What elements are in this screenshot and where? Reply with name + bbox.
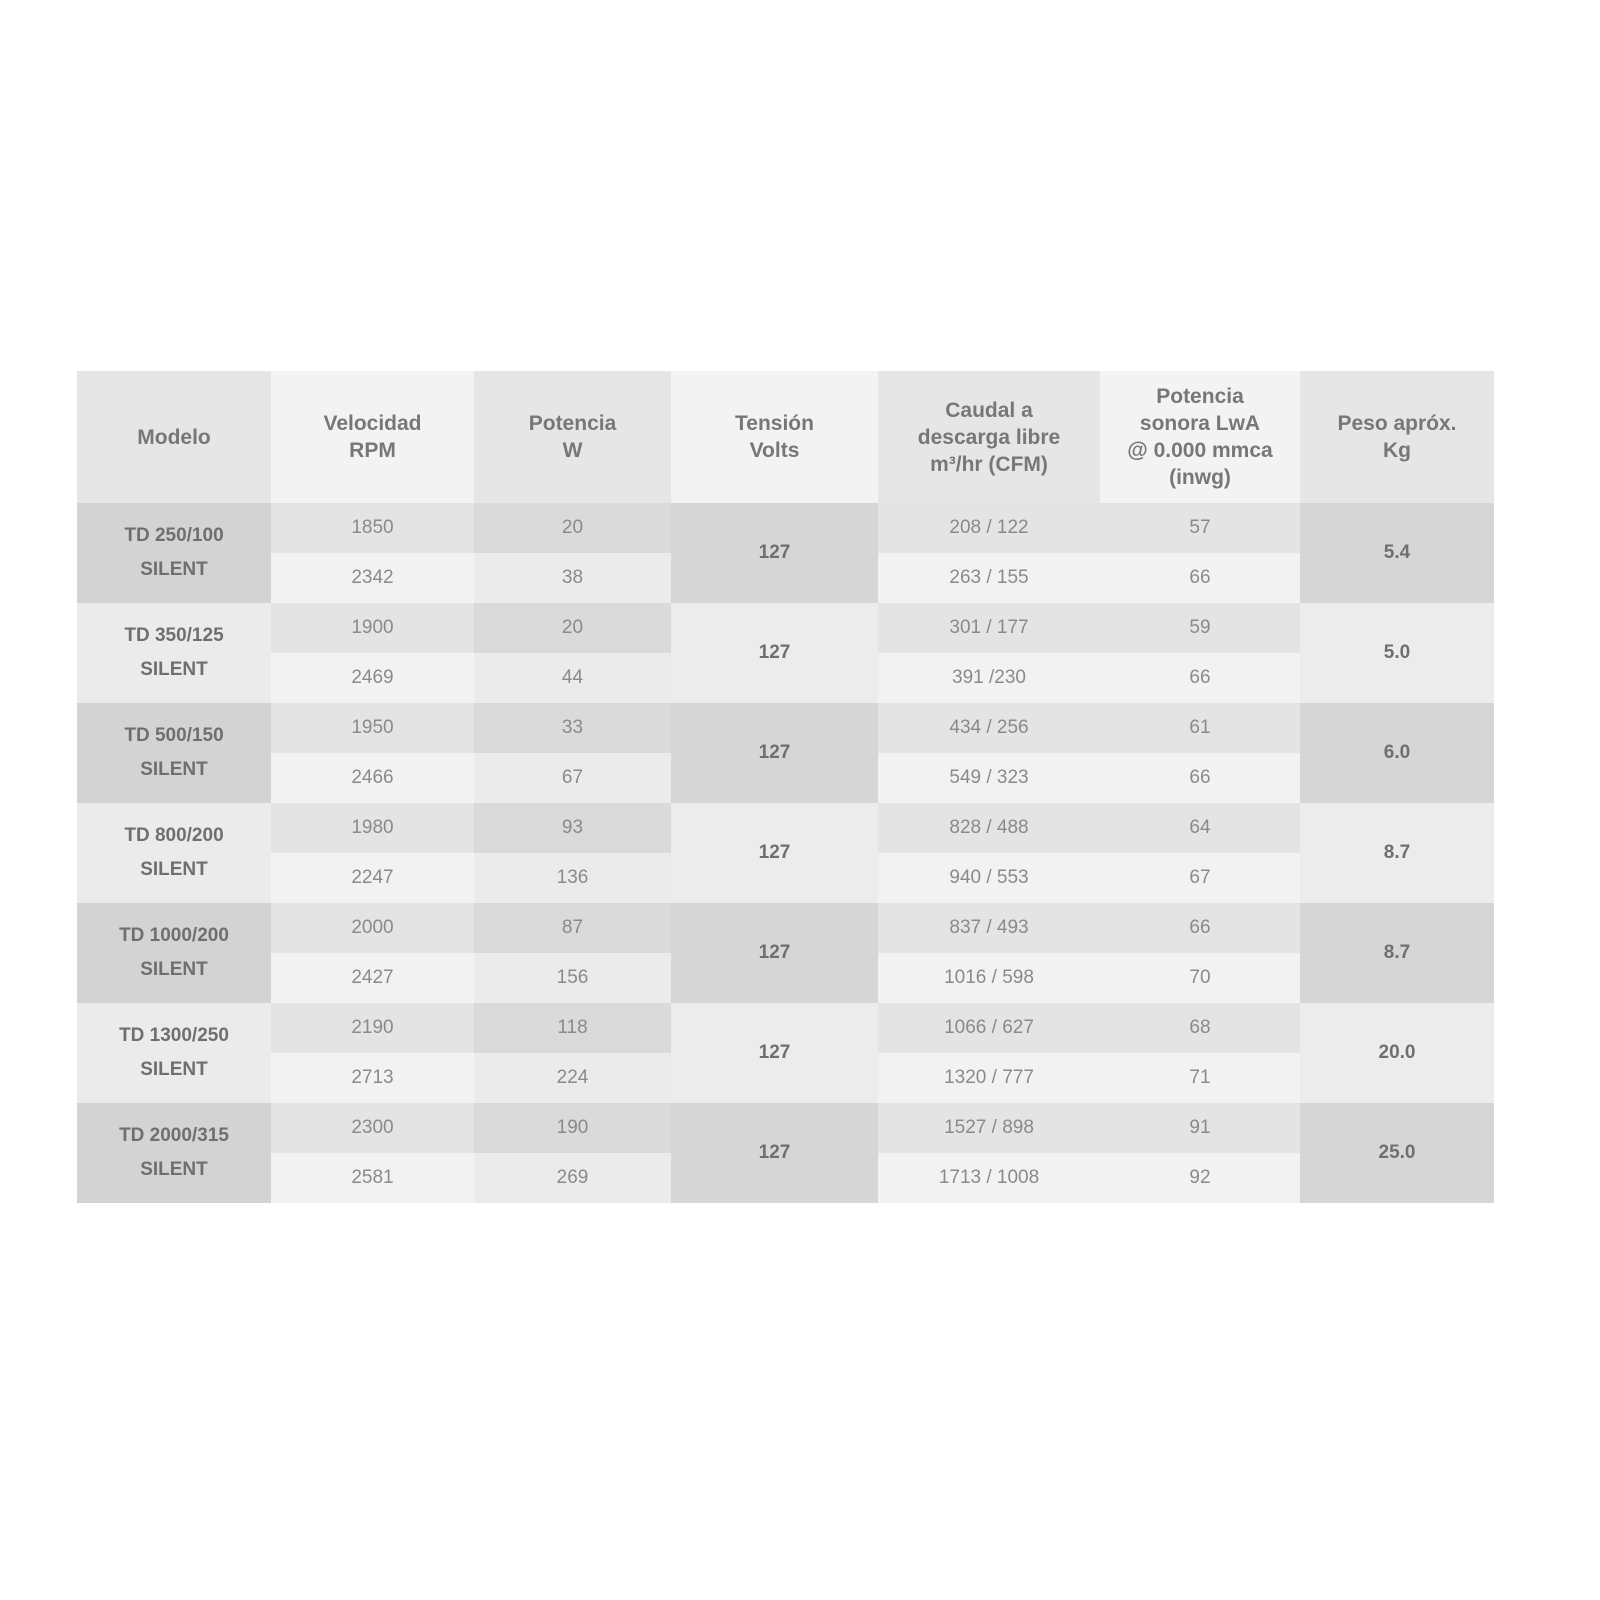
- sound-power-cell: 57: [1100, 503, 1300, 553]
- airflow-cell: 1066 / 627: [878, 1003, 1100, 1053]
- rpm-cell: 2000: [271, 903, 474, 953]
- power-cell: 190: [474, 1103, 671, 1153]
- sound-power-cell: 68: [1100, 1003, 1300, 1053]
- power-cell: 38: [474, 553, 671, 603]
- weight-cell: 25.0: [1300, 1103, 1494, 1203]
- airflow-cell: 208 / 122: [878, 503, 1100, 553]
- power-cell: 87: [474, 903, 671, 953]
- model-cell: TD 1000/200 SILENT: [77, 903, 271, 1003]
- airflow-cell: 940 / 553: [878, 853, 1100, 903]
- model-cell: TD 250/100 SILENT: [77, 503, 271, 603]
- sound-power-cell: 66: [1100, 653, 1300, 703]
- sound-power-cell: 66: [1100, 553, 1300, 603]
- model-cell: TD 800/200 SILENT: [77, 803, 271, 903]
- rpm-cell: 1850: [271, 503, 474, 553]
- power-cell: 67: [474, 753, 671, 803]
- sound-power-cell: 64: [1100, 803, 1300, 853]
- rpm-cell: 2300: [271, 1103, 474, 1153]
- sound-power-cell: 67: [1100, 853, 1300, 903]
- airflow-cell: 1713 / 1008: [878, 1153, 1100, 1203]
- column-header: Potencia W: [474, 371, 671, 503]
- weight-cell: 5.0: [1300, 603, 1494, 703]
- tension-cell: 127: [671, 703, 878, 803]
- airflow-cell: 434 / 256: [878, 703, 1100, 753]
- rpm-cell: 2581: [271, 1153, 474, 1203]
- power-cell: 20: [474, 603, 671, 653]
- sound-power-cell: 66: [1100, 753, 1300, 803]
- power-cell: 93: [474, 803, 671, 853]
- weight-cell: 20.0: [1300, 1003, 1494, 1103]
- column-header: Potencia sonora LwA @ 0.000 mmca (inwg): [1100, 371, 1300, 503]
- column-header: Tensión Volts: [671, 371, 878, 503]
- sound-power-cell: 91: [1100, 1103, 1300, 1153]
- sound-power-cell: 92: [1100, 1153, 1300, 1203]
- rpm-cell: 1950: [271, 703, 474, 753]
- airflow-cell: 263 / 155: [878, 553, 1100, 603]
- power-cell: 224: [474, 1053, 671, 1103]
- tension-cell: 127: [671, 803, 878, 903]
- column-header: Modelo: [77, 371, 271, 503]
- tension-cell: 127: [671, 903, 878, 1003]
- airflow-cell: 1527 / 898: [878, 1103, 1100, 1153]
- weight-cell: 5.4: [1300, 503, 1494, 603]
- airflow-cell: 1016 / 598: [878, 953, 1100, 1003]
- sound-power-cell: 59: [1100, 603, 1300, 653]
- sound-power-cell: 66: [1100, 903, 1300, 953]
- model-cell: TD 350/125 SILENT: [77, 603, 271, 703]
- model-cell: TD 500/150 SILENT: [77, 703, 271, 803]
- weight-cell: 8.7: [1300, 903, 1494, 1003]
- power-cell: 44: [474, 653, 671, 703]
- airflow-cell: 1320 / 777: [878, 1053, 1100, 1103]
- rpm-cell: 2713: [271, 1053, 474, 1103]
- power-cell: 33: [474, 703, 671, 753]
- model-cell: TD 2000/315 SILENT: [77, 1103, 271, 1203]
- rpm-cell: 2342: [271, 553, 474, 603]
- power-cell: 156: [474, 953, 671, 1003]
- column-header: Caudal a descarga libre m³/hr (CFM): [878, 371, 1100, 503]
- power-cell: 118: [474, 1003, 671, 1053]
- rpm-cell: 1980: [271, 803, 474, 853]
- tension-cell: 127: [671, 603, 878, 703]
- model-cell: TD 1300/250 SILENT: [77, 1003, 271, 1103]
- weight-cell: 6.0: [1300, 703, 1494, 803]
- rpm-cell: 2427: [271, 953, 474, 1003]
- sound-power-cell: 61: [1100, 703, 1300, 753]
- airflow-cell: 549 / 323: [878, 753, 1100, 803]
- airflow-cell: 391 /230: [878, 653, 1100, 703]
- tension-cell: 127: [671, 503, 878, 603]
- column-header: Peso apróx. Kg: [1300, 371, 1494, 503]
- column-header: Velocidad RPM: [271, 371, 474, 503]
- sound-power-cell: 71: [1100, 1053, 1300, 1103]
- rpm-cell: 2469: [271, 653, 474, 703]
- rpm-cell: 2466: [271, 753, 474, 803]
- airflow-cell: 301 / 177: [878, 603, 1100, 653]
- sound-power-cell: 70: [1100, 953, 1300, 1003]
- specs-table: Modelo Velocidad RPM Potencia W Tensión Volts C…: [77, 371, 1494, 1203]
- rpm-cell: 2190: [271, 1003, 474, 1053]
- tension-cell: 127: [671, 1003, 878, 1103]
- weight-cell: 8.7: [1300, 803, 1494, 903]
- rpm-cell: 2247: [271, 853, 474, 903]
- airflow-cell: 828 / 488: [878, 803, 1100, 853]
- rpm-cell: 1900: [271, 603, 474, 653]
- tension-cell: 127: [671, 1103, 878, 1203]
- airflow-cell: 837 / 493: [878, 903, 1100, 953]
- power-cell: 136: [474, 853, 671, 903]
- power-cell: 269: [474, 1153, 671, 1203]
- power-cell: 20: [474, 503, 671, 553]
